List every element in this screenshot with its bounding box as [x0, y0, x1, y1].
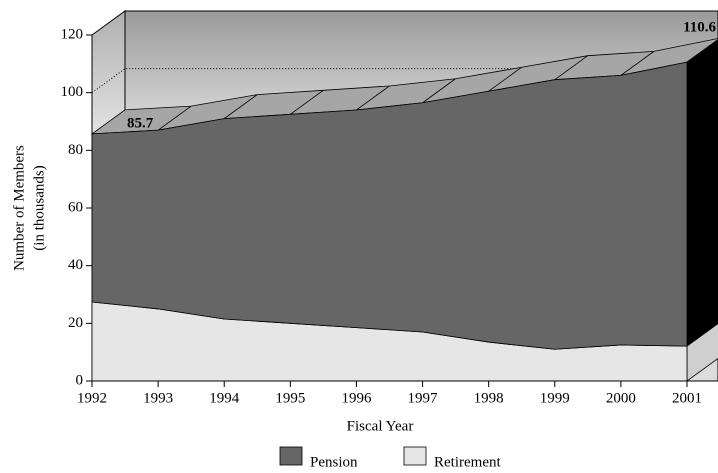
area: [91, 61, 688, 350]
area-top-edge: [554, 55, 589, 81]
area-top-edge: [223, 94, 258, 119]
area-top-edge: [157, 105, 192, 131]
legend-swatch: [279, 446, 303, 466]
area-top-edge: [620, 51, 655, 76]
total-label: 85.7: [127, 115, 154, 131]
area-top-edge: [422, 78, 456, 104]
x-tick-label: 1999: [540, 390, 570, 406]
y-tick-label: 60: [68, 199, 83, 215]
y-tick-label: 0: [76, 372, 84, 388]
x-tick-label: 2000: [606, 390, 636, 406]
x-tick-label: 1992: [77, 390, 107, 406]
area-top-edge: [356, 85, 390, 111]
y-tick-label: 120: [61, 26, 84, 42]
area-side: [686, 39, 718, 347]
area-top-edge: [290, 89, 324, 115]
y-axis-label: (in thousands): [31, 165, 47, 250]
x-tick-label: 1994: [209, 390, 240, 406]
y-tick-label: 20: [68, 315, 83, 331]
total-label: 110.6: [683, 20, 716, 36]
y-tick-label: 100: [61, 84, 84, 100]
legend-label: Pension: [310, 454, 358, 470]
x-axis-label: Fiscal Year: [347, 418, 414, 434]
x-tick-label: 1995: [275, 390, 305, 406]
legend-label: Retirement: [434, 454, 501, 470]
area-top-edge: [488, 66, 522, 92]
y-tick-label: 80: [68, 142, 83, 158]
x-tick-label: 2001: [672, 390, 702, 406]
legend-swatch: [403, 446, 427, 466]
x-tick-label: 1998: [474, 390, 504, 406]
x-tick-label: 1997: [408, 390, 439, 406]
y-axis-label: Number of Members: [11, 145, 27, 271]
x-tick-label: 1996: [341, 390, 372, 406]
x-tick-label: 1993: [143, 390, 173, 406]
y-tick-label: 40: [68, 257, 83, 273]
